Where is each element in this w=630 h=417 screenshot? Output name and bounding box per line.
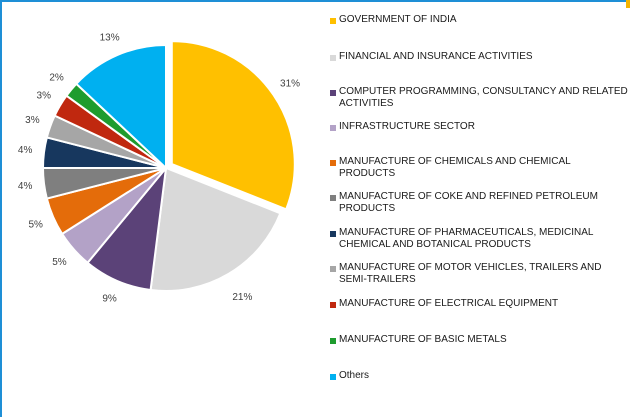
legend-label: COMPUTER PROGRAMMING, CONSULTANCY AND RE… — [339, 86, 628, 109]
slice-value-label-10: 2% — [49, 72, 64, 83]
corner-accent — [626, 0, 630, 8]
legend-swatch — [330, 266, 336, 272]
legend-label: MANUFACTURE OF BASIC METALS — [339, 334, 507, 345]
legend-label: INFRASTRUCTURE SECTOR — [339, 121, 475, 132]
pie-chart: 31% 21% 9% 5% 5% 4% 4% 3% 3% 2% 13% — [18, 33, 300, 305]
legend-item: MANUFACTURE OF ELECTRICAL EQUIPMENT — [330, 298, 628, 310]
legend-label: MANUFACTURE OF PHARMACEUTICALS, MEDICINA… — [339, 227, 594, 250]
legend-item: GOVERNMENT OF INDIA — [330, 14, 628, 26]
legend-item: MANUFACTURE OF COKE AND REFINED PETROLEU… — [330, 191, 628, 215]
legend-label: GOVERNMENT OF INDIA — [339, 14, 457, 25]
pie-slice-2 — [149, 166, 282, 292]
legend-item: FINANCIAL AND INSURANCE ACTIVITIES — [330, 51, 628, 63]
legend-swatch — [330, 55, 336, 61]
legend-item: COMPUTER PROGRAMMING, CONSULTANCY AND RE… — [330, 86, 628, 110]
legend-label: MANUFACTURE OF MOTOR VEHICLES, TRAILERS … — [339, 262, 602, 285]
legend-item: MANUFACTURE OF MOTOR VEHICLES, TRAILERS … — [330, 262, 628, 286]
legend-swatch — [330, 195, 336, 201]
legend-item: MANUFACTURE OF BASIC METALS — [330, 334, 628, 346]
legend-swatch — [330, 231, 336, 237]
slice-value-label-4: 5% — [52, 257, 67, 268]
slice-value-label-9: 3% — [37, 91, 52, 102]
legend-item: Others — [330, 370, 628, 382]
legend-swatch — [330, 90, 336, 96]
legend-swatch — [330, 302, 336, 308]
slice-value-label-3: 9% — [102, 293, 117, 304]
slice-value-label-2: 21% — [232, 292, 252, 303]
legend-label: Others — [339, 370, 370, 381]
legend-swatch — [330, 338, 336, 344]
slice-value-label-5: 5% — [28, 219, 43, 230]
legend-label: FINANCIAL AND INSURANCE ACTIVITIES — [339, 51, 533, 62]
legend-label: MANUFACTURE OF COKE AND REFINED PETROLEU… — [339, 191, 598, 214]
legend-label: MANUFACTURE OF CHEMICALS AND CHEMICAL PR… — [339, 156, 571, 179]
pie-slice-11 — [74, 43, 167, 171]
frame-top-border — [0, 0, 630, 2]
legend-label: MANUFACTURE OF ELECTRICAL EQUIPMENT — [339, 298, 559, 309]
slice-value-label-6: 4% — [18, 181, 33, 192]
pie-slice-1 — [170, 40, 296, 211]
legend-swatch — [330, 125, 336, 131]
legend-item: MANUFACTURE OF PHARMACEUTICALS, MEDICINA… — [330, 227, 628, 251]
slice-value-label-1: 31% — [280, 79, 300, 90]
legend-item: MANUFACTURE OF CHEMICALS AND CHEMICAL PR… — [330, 156, 628, 180]
slice-value-label-7: 4% — [18, 145, 33, 156]
slice-value-label-11: 13% — [100, 33, 120, 44]
legend-swatch — [330, 18, 336, 24]
legend-item: INFRASTRUCTURE SECTOR — [330, 121, 628, 133]
legend-swatch — [330, 374, 336, 380]
slice-value-label-8: 3% — [25, 115, 40, 126]
frame-left-border — [0, 0, 2, 417]
legend-swatch — [330, 160, 336, 166]
